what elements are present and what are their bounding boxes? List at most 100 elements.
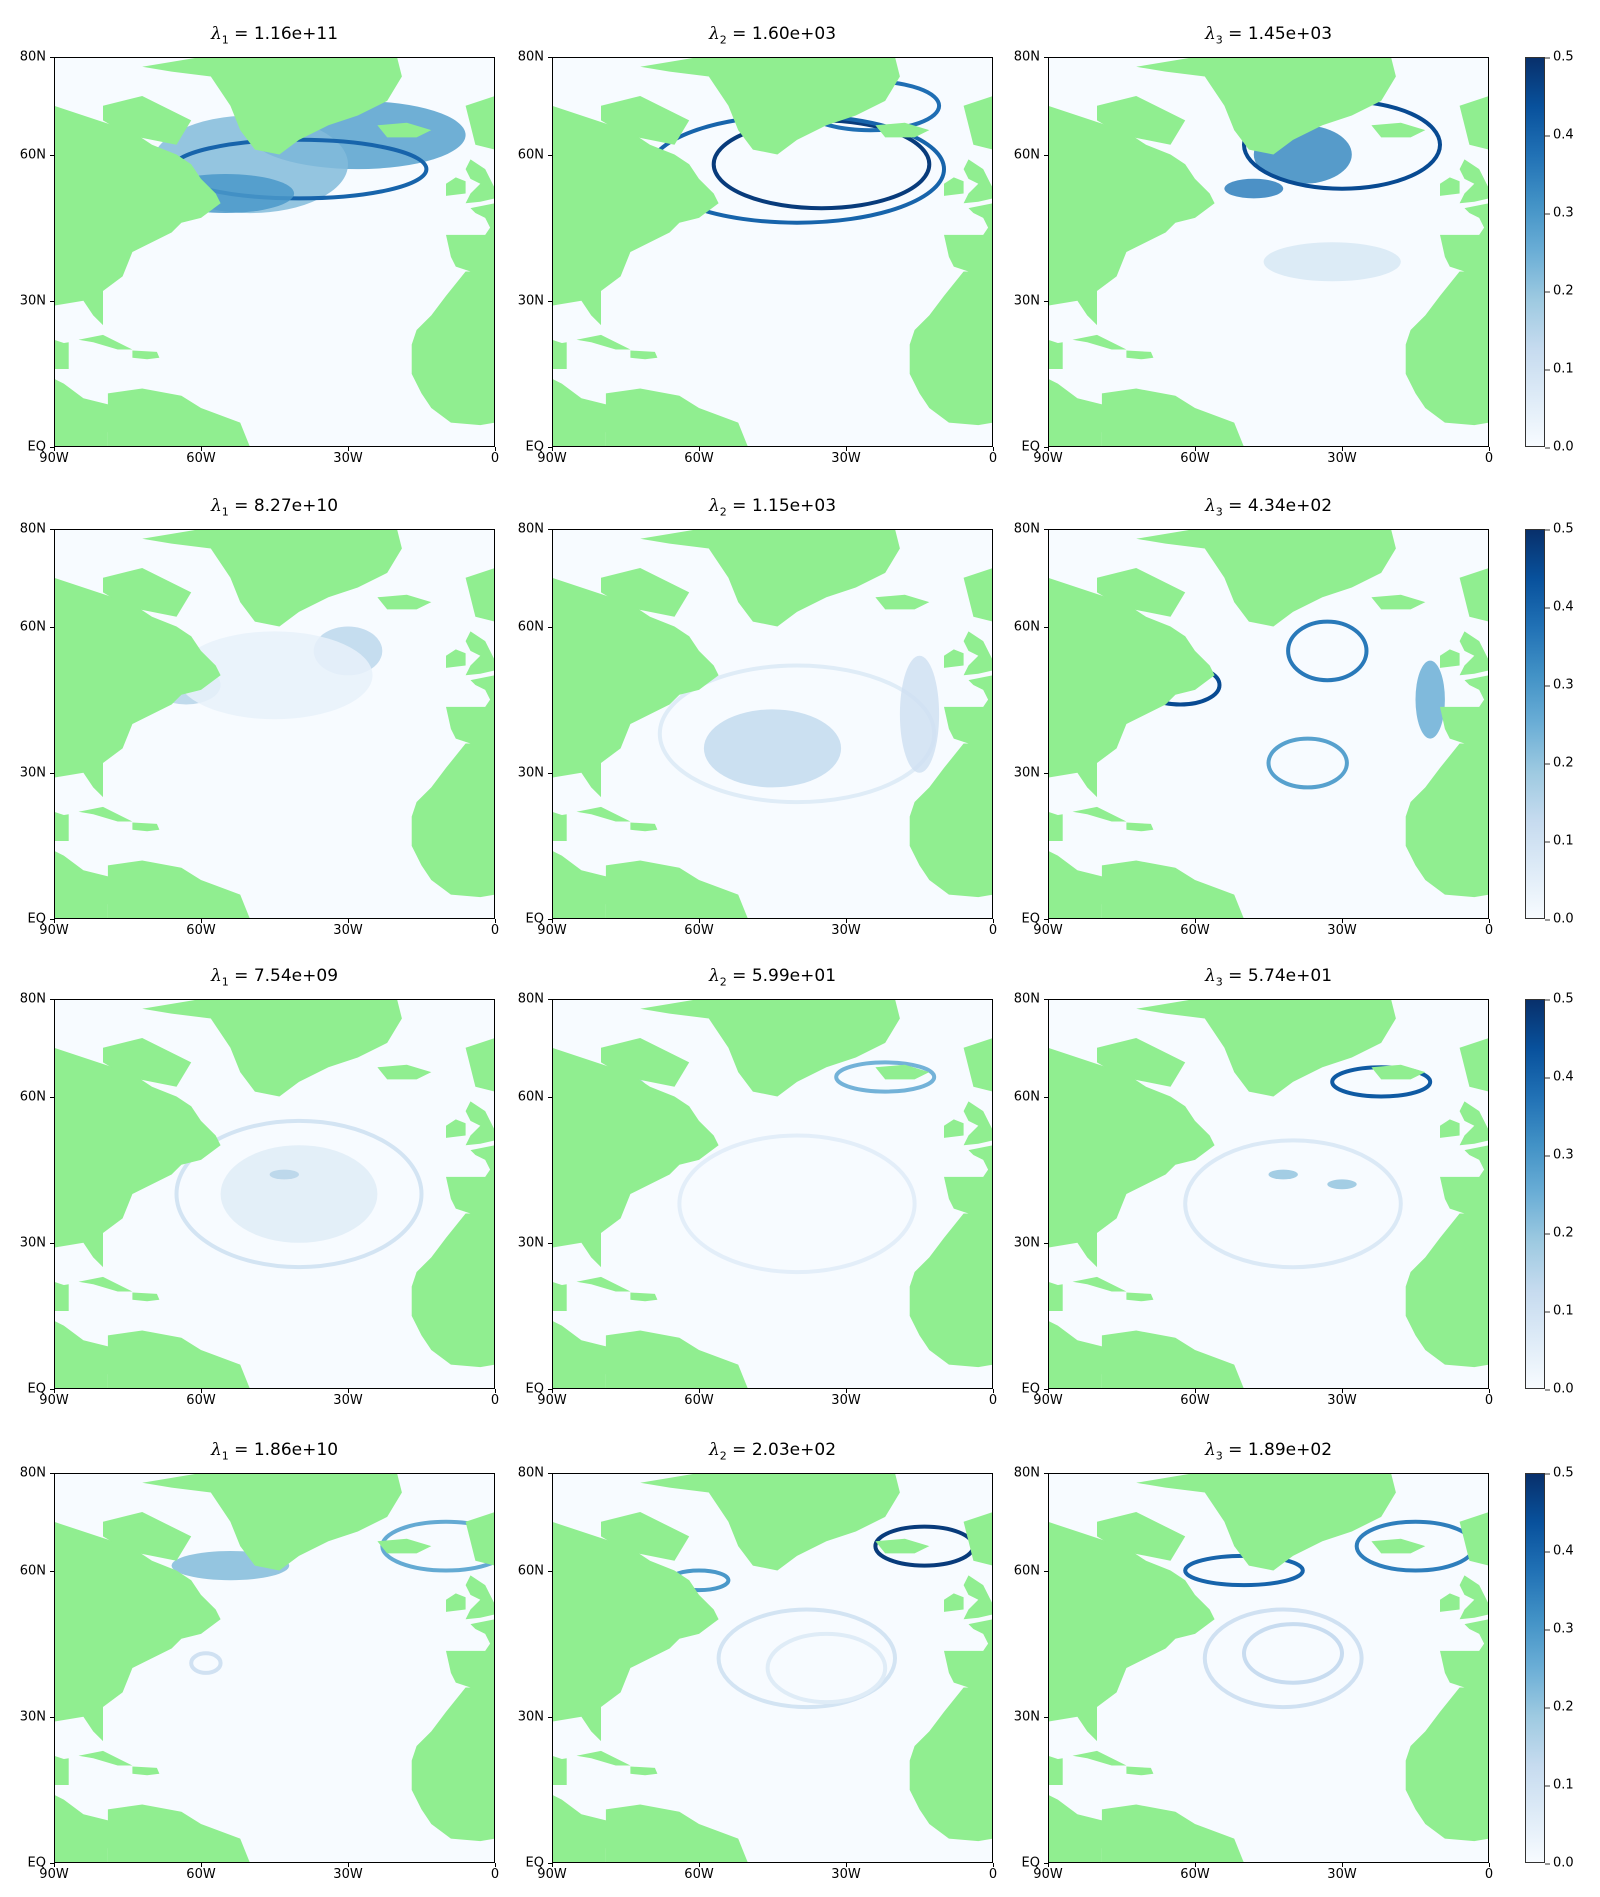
x-tick-label: 60W [684, 1867, 714, 1882]
x-tick-label: 30W [1327, 1867, 1357, 1882]
x-tick-label: 0 [988, 1393, 998, 1408]
colorbar: 0.5 0.4 0.3 0.2 0.1 0.0 [1525, 50, 1574, 455]
x-tick-label: 60W [186, 451, 216, 466]
y-tick-label: 60N [19, 1563, 46, 1578]
y-tick-mark [1044, 626, 1048, 628]
y-tick-mark [1044, 57, 1048, 58]
panel-title: λ1 = 1.86e+10 [54, 1440, 495, 1464]
y-tick-mark [50, 1389, 54, 1390]
colorbar-tick-label: 0.4 [1545, 127, 1574, 143]
y-tick-label: 30N [19, 1235, 46, 1251]
y-tick-label: 80N [19, 49, 46, 65]
colorbar-tick-label: 0.2 [1545, 1225, 1574, 1241]
land-mask-cuba [78, 1750, 133, 1766]
y-tick-mark [548, 919, 552, 920]
eigenvalue-value: = 1.16e+11 [228, 24, 339, 44]
x-tick-label: 0 [490, 1867, 500, 1882]
y-tick-label: 80N [19, 521, 46, 537]
land-mask-cuba [1072, 1276, 1127, 1292]
x-tick-mark [201, 1389, 202, 1393]
y-tick-label: 80N [517, 991, 544, 1007]
x-tick-label: 90W [537, 451, 567, 466]
land-mask-iceland [875, 594, 930, 610]
x-tick-label: 90W [537, 923, 567, 938]
y-tick-label: 30N [517, 1235, 544, 1251]
field-pattern [220, 1145, 378, 1243]
y-tick-label: EQ [525, 1381, 544, 1397]
y-tick-mark [50, 919, 54, 920]
field-pattern [834, 1060, 937, 1094]
land-mask-yucatan [1048, 1758, 1063, 1785]
x-tick-mark [993, 919, 994, 923]
x-tick-mark [1048, 447, 1049, 451]
x-tick-label: 30W [831, 451, 861, 466]
y-tick-label: 60N [1013, 147, 1040, 162]
colorbar-tick-label: 0.0 [1545, 439, 1574, 455]
land-mask-iceland [875, 122, 930, 138]
y-tick-mark [1044, 1473, 1048, 1474]
y-tick-mark [548, 529, 552, 530]
x-tick-mark [993, 1389, 994, 1393]
land-mask-europe [1440, 1619, 1489, 1688]
map-plot [54, 999, 495, 1389]
eigenvalue-index: 3 [1215, 975, 1223, 989]
colorbar-tick-label: 0.4 [1545, 1543, 1574, 1559]
y-tick-label: 60N [517, 1563, 544, 1578]
field-pattern [703, 709, 842, 788]
land-mask-norway [465, 1038, 495, 1092]
y-tick-label: 80N [19, 1465, 46, 1481]
panel-title: λ3 = 5.74e+01 [1048, 966, 1489, 990]
y-tick-label: 80N [1013, 521, 1040, 537]
colorbar-tick-label: 0.1 [1545, 833, 1574, 849]
land-mask-america [54, 57, 221, 447]
land-mask-ireland [446, 1119, 466, 1138]
y-tick-mark [50, 57, 54, 58]
x-tick-label: 90W [1033, 1867, 1063, 1882]
panel-title: λ2 = 1.15e+03 [552, 496, 993, 520]
land-mask-baffin [601, 1512, 690, 1561]
y-tick-label: EQ [27, 1381, 46, 1397]
land-mask-venezuela [605, 1330, 748, 1389]
land-mask-norway [465, 1512, 495, 1566]
land-mask-cuba [1072, 334, 1127, 350]
y-tick-mark [548, 447, 552, 448]
x-tick-mark [348, 1389, 349, 1393]
land-mask-norway [1459, 96, 1489, 150]
x-tick-mark [552, 1389, 553, 1393]
colorbar-tick-label: 0.0 [1545, 911, 1574, 927]
x-tick-label: 90W [39, 923, 69, 938]
land-mask-hispaniola [630, 1766, 658, 1776]
map-plot [1048, 1473, 1489, 1863]
land-mask-africa [909, 1213, 993, 1368]
eigenvalue-symbol: λ [210, 496, 222, 516]
y-tick-label: 60N [19, 147, 46, 162]
x-tick-label: 60W [684, 1393, 714, 1408]
y-tick-label: 30N [517, 1709, 544, 1725]
eigenvalue-index: 2 [719, 975, 727, 989]
eigenvalue-index: 2 [719, 33, 727, 47]
colorbar-tick-label: 0.3 [1545, 1147, 1574, 1163]
x-tick-label: 60W [1180, 1393, 1210, 1408]
y-tick-label: EQ [525, 911, 544, 927]
map-panel: λ2 = 2.03e+02 90W 60W 30W 0 80N 60N 30N EQ [518, 1440, 997, 1882]
x-tick-mark [1195, 1389, 1196, 1393]
land-mask-iceland [875, 1538, 930, 1554]
land-mask-britain [963, 159, 993, 204]
land-mask-america [552, 529, 719, 919]
eigenvalue-value: = 1.15e+03 [726, 496, 837, 516]
map-panel: λ1 = 1.86e+10 90W 60W 30W 0 80N 60N 30N EQ [20, 1440, 499, 1882]
map-panel: λ1 = 1.16e+11 90W 60W 30W 0 80N 60N 30N EQ [20, 24, 499, 466]
colorbar-tick-label: 0.0 [1545, 1855, 1574, 1871]
land-mask-baffin [601, 1038, 690, 1087]
land-mask-yucatan [1048, 1284, 1063, 1311]
eigenvalue-value: = 8.27e+10 [228, 496, 339, 516]
land-mask-america [552, 1473, 719, 1863]
eigenvalue-symbol: λ [1204, 496, 1216, 516]
y-tick-label: EQ [1021, 439, 1040, 455]
land-mask-hispaniola [1126, 1292, 1154, 1302]
eigenvalue-symbol: λ [1204, 24, 1216, 44]
land-mask-europe [1440, 1145, 1489, 1214]
colorbar-tick-label: 0.3 [1545, 1621, 1574, 1637]
y-tick-mark [548, 1473, 552, 1474]
